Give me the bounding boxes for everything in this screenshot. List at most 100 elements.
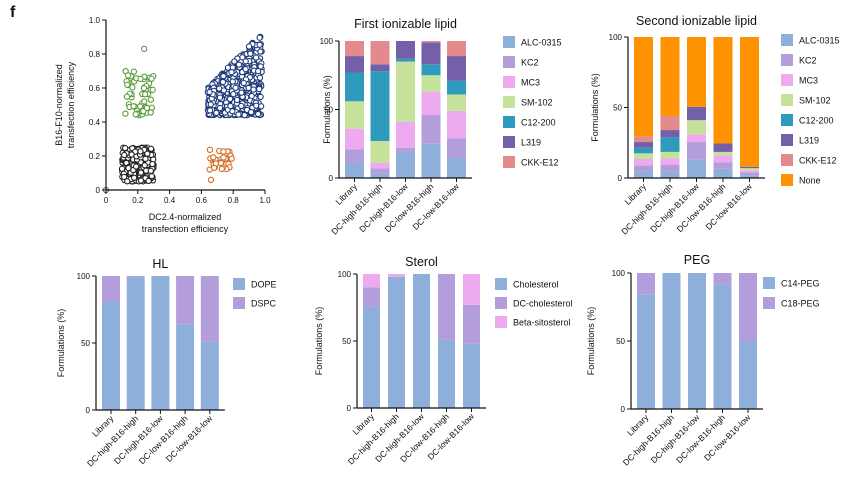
bar-segment: [687, 37, 706, 107]
bar-segment: [740, 170, 759, 173]
y-tick-label: 100: [609, 33, 623, 42]
y-tick-label: 0: [347, 404, 352, 413]
bar-segment: [363, 306, 380, 408]
bar-segment: [370, 41, 390, 65]
scatter-point: [216, 94, 224, 101]
scatter-point: [145, 177, 152, 185]
x-tick-label: 0.8: [228, 196, 240, 205]
scatter-point: [226, 95, 234, 103]
bar-segment: [396, 58, 415, 62]
scatter-point: [231, 58, 238, 65]
scatter-point: [130, 68, 138, 75]
bar-segment: [396, 147, 415, 152]
y-tick-label: 50: [342, 337, 351, 346]
scatter-point: [137, 75, 144, 83]
bar-segment: [363, 287, 380, 307]
bar-segment: [740, 175, 759, 178]
bar-segment: [421, 91, 441, 115]
legend-label: C12-200: [521, 118, 556, 128]
x-axis-label: transfection efficiency: [142, 224, 229, 234]
bar-segment: [660, 164, 680, 172]
bar-segment: [687, 120, 706, 135]
legend-label: MC3: [799, 76, 818, 86]
scatter-point: [123, 93, 131, 100]
x-axis-label: DC2.4-normalized: [149, 212, 222, 222]
legend-label: C12-200: [799, 116, 834, 126]
bar-segment: [447, 56, 466, 81]
legend-swatch: [495, 278, 507, 290]
scatter-point: [252, 54, 260, 61]
bar-segment: [660, 158, 680, 165]
y-tick-label: 0.2: [89, 152, 101, 161]
scatter-point: [256, 41, 263, 48]
bar-segment: [421, 75, 441, 92]
legend-label: C14-PEG: [781, 279, 820, 289]
scatter-point: [206, 146, 214, 153]
bar-segment: [370, 173, 390, 178]
legend-label: ALC-0315: [521, 38, 562, 48]
bar-segment: [740, 37, 759, 167]
bar-segment: [713, 37, 733, 144]
scatter-point: [207, 101, 214, 108]
bar-segment: [102, 301, 120, 410]
scatter-point: [256, 74, 264, 81]
bar-segment: [447, 138, 466, 158]
legend-swatch: [233, 297, 245, 309]
legend-swatch: [781, 174, 793, 186]
bar-segment: [151, 276, 170, 410]
scatter-point: [216, 85, 223, 92]
y-tick-label: 0.8: [89, 50, 101, 59]
scatter-point: [220, 154, 227, 161]
bar-segment: [200, 341, 219, 410]
panel-label: f: [10, 4, 16, 21]
legend-label: CKK-E12: [799, 156, 837, 166]
bar-segment: [447, 110, 466, 139]
chart-title: Sterol: [405, 255, 438, 269]
x-tick-label: 0.4: [164, 196, 176, 205]
scatter-point: [213, 109, 220, 117]
scatter-point: [141, 91, 149, 98]
scatter-point: [242, 58, 249, 65]
scatter-point: [257, 63, 264, 70]
scatter-point: [216, 104, 224, 112]
y-tick-label: 0: [96, 186, 101, 195]
bar-segment: [463, 304, 480, 344]
bar-segment: [447, 80, 466, 95]
y-tick-label: 100: [320, 37, 334, 46]
bar-segment: [345, 162, 364, 178]
scatter-point: [258, 103, 265, 110]
bar-segment: [739, 341, 757, 409]
scatter-point: [141, 162, 148, 169]
bar-segment: [438, 274, 455, 340]
y-axis-label: Formulations (%): [590, 73, 600, 142]
bar-segment: [637, 294, 655, 409]
scatter-point: [219, 78, 227, 86]
scatter-point: [206, 107, 214, 114]
chart-title: First ionizable lipid: [354, 17, 457, 31]
bar-segment: [421, 42, 441, 65]
legend-swatch: [781, 134, 793, 146]
scatter-point: [248, 108, 255, 116]
bar-segment: [396, 121, 415, 148]
scatter-point: [144, 150, 151, 157]
y-axis-label: transfection efficiency: [66, 61, 76, 148]
x-tick-label: 0.2: [132, 196, 144, 205]
legend-label: C18-PEG: [781, 299, 820, 309]
scatter-point: [124, 72, 132, 79]
y-tick-label: 0: [621, 405, 626, 414]
bar-segment: [413, 274, 430, 408]
legend-swatch: [763, 297, 775, 309]
y-tick-label: 0: [86, 406, 91, 415]
legend-swatch: [503, 136, 515, 148]
y-tick-label: 0.4: [89, 118, 101, 127]
bar-segment: [713, 273, 732, 284]
bar-segment: [370, 71, 390, 142]
scatter-point: [124, 178, 131, 185]
legend-label: Beta-sitosterol: [513, 318, 571, 328]
scatter-point: [229, 78, 236, 85]
bar-segment: [463, 274, 480, 305]
scatter-point: [241, 112, 248, 119]
legend-label: SM-102: [799, 96, 831, 106]
scatter-point: [147, 145, 155, 152]
scatter-point: [210, 164, 218, 172]
